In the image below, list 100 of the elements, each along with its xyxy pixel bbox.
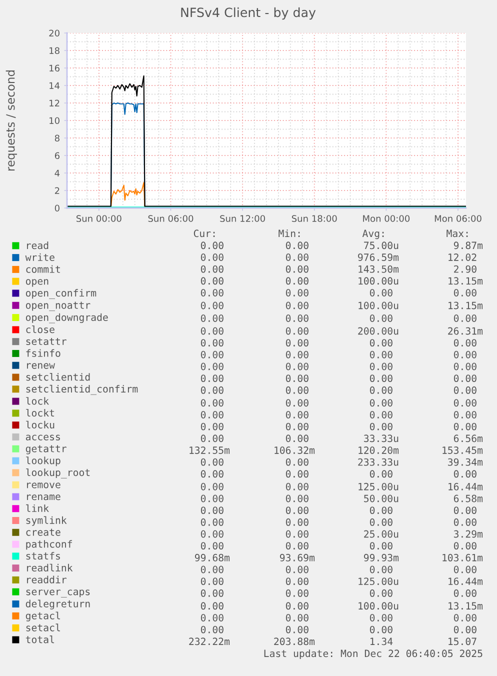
text: 0.00 <box>286 374 308 382</box>
text: 0.00 <box>286 289 308 296</box>
legend-label: fsinfo <box>26 349 60 357</box>
text: 0.00 <box>200 470 224 478</box>
text: 100.00u <box>358 302 398 310</box>
text: 16.44m <box>448 482 483 490</box>
text: 0.00 <box>454 518 476 526</box>
text: 0.00 <box>370 362 392 370</box>
text: 0.00 <box>454 350 476 358</box>
text: 0.00 <box>454 399 476 407</box>
y-tick-label: 16 <box>50 64 60 72</box>
legend-label: delegreturn <box>26 600 90 610</box>
text: 0.00 <box>286 399 308 407</box>
text: 0.00 <box>286 327 308 335</box>
text: 75.00u <box>364 242 398 250</box>
text: 0.00 <box>286 626 308 634</box>
x-tick-label: Mon 00:00 <box>363 215 410 222</box>
text: 976.59m <box>358 254 399 261</box>
text: 120.20m <box>358 446 399 454</box>
legend-label: close <box>26 325 54 334</box>
text: 0.00 <box>370 314 392 322</box>
legend-label: pathconf <box>26 540 72 550</box>
text: 3.29m <box>454 530 483 538</box>
text: 0.00 <box>286 422 308 430</box>
text: Min: <box>278 230 300 237</box>
legend-label: getacl <box>26 612 60 622</box>
text: 0.00 <box>200 277 224 285</box>
y-tick-label: 12 <box>50 100 60 106</box>
text: 0.00 <box>200 242 224 250</box>
text: 0.00 <box>286 458 308 466</box>
legend-label: link <box>26 504 49 512</box>
text: 0.00 <box>370 589 392 597</box>
x-tick-label: Mon 06:00 <box>434 215 482 222</box>
text: 0.00 <box>200 302 224 310</box>
text: 0.00 <box>370 542 392 550</box>
text: 0.00 <box>200 589 224 597</box>
y-tick-label: 14 <box>50 82 60 89</box>
text: 0.00 <box>286 470 308 478</box>
legend-label: server_caps <box>26 590 90 598</box>
x-tick-label: Sun 00:00 <box>76 215 122 222</box>
text: 6.58m <box>454 494 483 502</box>
text: Cur: <box>194 230 215 238</box>
text: 0.00 <box>370 626 392 634</box>
legend-label: symlink <box>26 516 67 526</box>
text: 0.00 <box>370 411 392 418</box>
text: 0.00 <box>286 242 308 250</box>
text: 0.00 <box>200 506 224 514</box>
text: 0.00 <box>370 506 392 514</box>
chart-title: NFSv4 Client - by day <box>181 7 316 20</box>
text: 0.00 <box>200 434 224 442</box>
text: 0.00 <box>200 614 224 622</box>
text: 200.00u <box>358 327 398 335</box>
text: 0.00 <box>370 386 392 394</box>
legend-label: access <box>26 434 60 440</box>
text: 0.00 <box>286 277 308 285</box>
text: 0.00 <box>454 362 476 370</box>
text: 0.00 <box>370 470 392 478</box>
text: Max: <box>446 230 468 238</box>
text: 0.00 <box>454 339 476 347</box>
text: 16.44m <box>448 578 483 586</box>
text: 0.00 <box>370 399 392 407</box>
text: 0.00 <box>200 602 224 610</box>
text: 0.00 <box>454 542 476 550</box>
text: 6.56m <box>454 434 483 442</box>
text: 0.00 <box>200 314 224 322</box>
y-tick-label: 6 <box>54 152 60 160</box>
text: 0.00 <box>200 350 224 358</box>
text: 50.00u <box>364 494 398 502</box>
legend-label: renew <box>27 363 55 369</box>
text: 0.00 <box>454 566 476 574</box>
text: 0.00 <box>200 482 224 490</box>
legend-label: readdir <box>27 576 66 584</box>
text: 93.69m <box>280 554 315 562</box>
y-axis-title: requests / second <box>6 70 17 171</box>
text: 26.31m <box>448 327 483 335</box>
text: 100.00u <box>358 602 398 610</box>
text: 99.68m <box>194 554 230 562</box>
text: 0.00 <box>454 374 476 382</box>
legend-label: lockt <box>26 408 54 417</box>
text: 0.00 <box>286 434 308 442</box>
text: Avg: <box>362 230 384 240</box>
legend-label: commit <box>26 265 60 273</box>
text: 0.00 <box>200 374 224 382</box>
text: 0.00 <box>200 411 224 418</box>
text: 0.00 <box>286 265 308 273</box>
text: 0.00 <box>200 265 224 273</box>
text: 125.00u <box>358 578 398 586</box>
legend-label: rename <box>27 494 60 500</box>
x-tick-label: Sun 06:00 <box>148 215 194 222</box>
text: 0.00 <box>200 254 224 261</box>
text: 0.00 <box>286 482 308 490</box>
text: 0.00 <box>454 386 476 394</box>
text: 0.00 <box>286 530 308 538</box>
text: 0.00 <box>200 327 224 335</box>
legend-label: open_confirm <box>26 289 96 299</box>
text: 0.00 <box>200 399 224 407</box>
y-tick-label: 18 <box>50 47 60 54</box>
text: 0.00 <box>370 339 392 347</box>
text: 0.00 <box>454 314 476 322</box>
legend-label: read <box>27 242 48 250</box>
